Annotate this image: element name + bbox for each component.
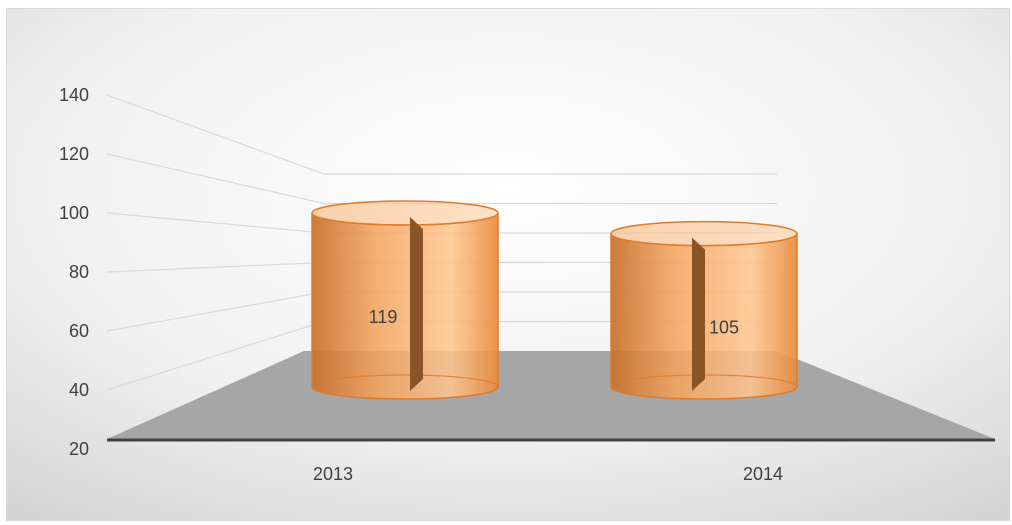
y-tick-label: 40	[69, 380, 89, 400]
bar-cylinder	[311, 200, 499, 400]
gridline	[106, 94, 777, 175]
bar-fin	[692, 237, 705, 391]
bar-top	[610, 220, 798, 247]
bar-body	[311, 212, 499, 400]
y-tick-label: 120	[59, 144, 89, 164]
y-tick-label: 80	[69, 262, 89, 282]
gridline	[106, 153, 777, 205]
bar-fin	[410, 216, 423, 391]
chart-canvas: 20 40 60 80 100 120 140 119 2013 105 2014	[7, 9, 1009, 520]
data-label: 105	[709, 317, 739, 337]
x-tick-label: 2014	[743, 464, 783, 484]
y-tick-label: 100	[59, 203, 89, 223]
bar-base-edge	[311, 374, 499, 388]
y-tick-label: 60	[69, 321, 89, 341]
y-tick-label: 140	[59, 85, 89, 105]
data-label: 119	[369, 307, 398, 327]
chart-frame: 20 40 60 80 100 120 140 119 2013 105 2014	[6, 8, 1010, 521]
bar-top	[311, 200, 499, 226]
y-tick-label: 20	[69, 439, 89, 459]
chart-background	[7, 9, 1009, 520]
bar-cylinder	[610, 220, 798, 400]
x-tick-label: 2013	[313, 464, 353, 484]
